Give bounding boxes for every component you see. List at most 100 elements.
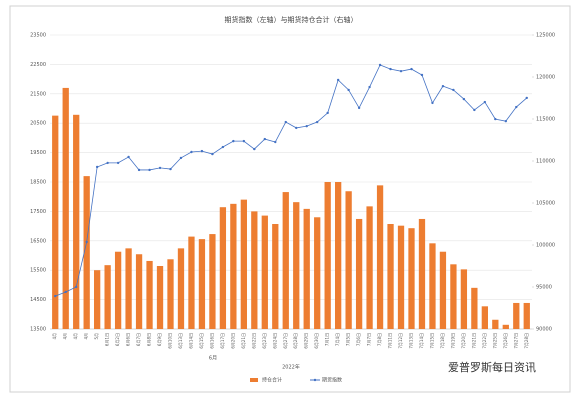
point bbox=[410, 67, 413, 71]
point bbox=[54, 294, 57, 298]
group-label: 6月 bbox=[209, 356, 217, 362]
bar bbox=[303, 208, 310, 329]
x-tick-label: 7月11日 bbox=[388, 333, 393, 349]
bar bbox=[251, 211, 258, 329]
y-tick-label: 22500 bbox=[30, 62, 46, 68]
point bbox=[211, 152, 214, 156]
point bbox=[462, 97, 466, 101]
x-tick-label: 6月7日 bbox=[136, 333, 141, 346]
bar bbox=[188, 236, 195, 329]
bar bbox=[198, 239, 206, 329]
bar bbox=[156, 266, 164, 329]
point bbox=[274, 140, 277, 144]
point bbox=[263, 137, 267, 141]
point bbox=[85, 240, 88, 244]
point bbox=[253, 147, 256, 151]
point bbox=[336, 78, 340, 82]
bar bbox=[366, 206, 373, 329]
bar bbox=[209, 234, 216, 329]
point bbox=[399, 69, 403, 73]
bar bbox=[502, 324, 509, 329]
bar bbox=[523, 302, 530, 329]
x-tick-label: 7月1日 bbox=[325, 333, 330, 346]
x-tick-label: 7月28日 bbox=[524, 333, 529, 349]
bar bbox=[481, 306, 488, 329]
y-tick-label: 13500 bbox=[30, 327, 46, 333]
point bbox=[357, 106, 361, 110]
bar bbox=[261, 215, 268, 329]
bar bbox=[376, 185, 384, 329]
x-tick-label: 6月8日 bbox=[147, 333, 152, 346]
point bbox=[347, 88, 350, 92]
x-tick-label: 6月16日 bbox=[209, 333, 214, 349]
x-tick-label: 7月21日 bbox=[471, 333, 476, 349]
x-tick-label: 6月17日 bbox=[220, 333, 225, 349]
bar bbox=[219, 207, 227, 329]
point bbox=[137, 168, 141, 172]
y2-tick-label: 120000 bbox=[536, 75, 555, 81]
bar bbox=[114, 251, 122, 329]
bar bbox=[282, 192, 289, 329]
x-tick-label: 7月19日 bbox=[450, 333, 455, 349]
point bbox=[431, 101, 434, 105]
x-tick-label: 7月27日 bbox=[513, 333, 518, 349]
point bbox=[284, 120, 287, 124]
y2-tick-label: 125000 bbox=[536, 33, 555, 39]
bar bbox=[355, 218, 363, 329]
y-tick-label: 16500 bbox=[30, 238, 46, 244]
y2-tick-label: 90000 bbox=[536, 327, 552, 333]
y-tick-label: 20500 bbox=[30, 121, 46, 127]
bar bbox=[460, 269, 468, 329]
x-tick-label: 6月15日 bbox=[199, 333, 204, 349]
point bbox=[95, 165, 99, 169]
x-tick-label: 6月28日 bbox=[293, 333, 298, 349]
point bbox=[483, 100, 487, 104]
watermark: 爱普罗斯每日资讯 bbox=[448, 360, 536, 374]
x-tick-label: 6月13日 bbox=[178, 333, 183, 349]
x-tick-label: 6月6日 bbox=[126, 333, 131, 346]
point bbox=[190, 150, 193, 154]
bar bbox=[73, 114, 80, 329]
bar bbox=[62, 87, 69, 329]
x-tick-label: 6月21日 bbox=[241, 333, 246, 349]
y-tick-label: 19500 bbox=[30, 150, 46, 156]
bar bbox=[324, 182, 331, 329]
point bbox=[179, 156, 183, 160]
y-tick-label: 21500 bbox=[30, 91, 46, 97]
legend-swatch bbox=[313, 378, 317, 382]
point bbox=[315, 120, 319, 124]
chart-title: 期货指数（左轴）与期货持仓合计（右轴） bbox=[225, 15, 358, 24]
bar bbox=[104, 265, 111, 329]
bar bbox=[513, 302, 520, 329]
x-tick-label: 6月23日 bbox=[262, 333, 267, 349]
bar bbox=[471, 287, 478, 329]
bar bbox=[429, 243, 436, 329]
x-tick-label: 6月14日 bbox=[188, 333, 193, 349]
bar bbox=[492, 319, 499, 329]
bar bbox=[94, 270, 101, 329]
point bbox=[221, 145, 225, 149]
bar bbox=[314, 217, 321, 329]
x-tick-label: 5月 bbox=[94, 333, 99, 340]
bar bbox=[397, 225, 405, 329]
point bbox=[368, 85, 371, 89]
bar bbox=[387, 224, 394, 329]
x-tick-label: 7月20日 bbox=[461, 333, 466, 349]
point bbox=[74, 285, 78, 289]
point bbox=[295, 126, 298, 130]
bar bbox=[230, 203, 237, 329]
bar bbox=[335, 182, 342, 329]
line bbox=[55, 64, 528, 297]
bar bbox=[450, 264, 457, 329]
point bbox=[106, 161, 109, 165]
bar bbox=[125, 248, 132, 329]
x-tick-label: 4月 bbox=[73, 333, 78, 340]
point bbox=[200, 149, 204, 153]
legend-label: 持仓合计 bbox=[262, 377, 282, 384]
x-tick-label: 6月22日 bbox=[251, 333, 256, 349]
x-tick-label: 7月14日 bbox=[419, 333, 424, 349]
point bbox=[515, 105, 518, 109]
x-tick-label: 7月7日 bbox=[367, 333, 372, 346]
bar bbox=[272, 224, 279, 329]
